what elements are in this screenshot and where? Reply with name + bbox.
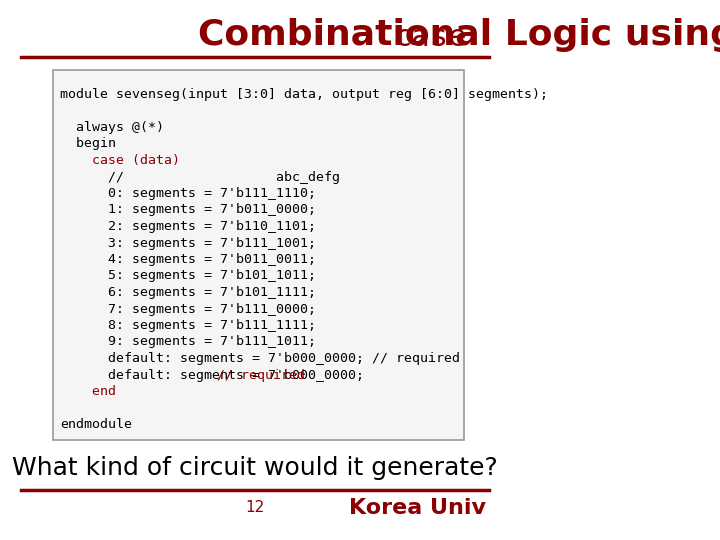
Text: 4: segments = 7'b011_0011;: 4: segments = 7'b011_0011; [60,253,316,266]
Text: default: segments = 7'b000_0000;: default: segments = 7'b000_0000; [60,368,372,381]
Text: Combinational Logic using: Combinational Logic using [199,18,720,52]
Text: 2: segments = 7'b110_1101;: 2: segments = 7'b110_1101; [60,220,316,233]
Text: 1: segments = 7'b011_0000;: 1: segments = 7'b011_0000; [60,204,316,217]
Text: 12: 12 [246,501,265,516]
Text: 9: segments = 7'b111_1011;: 9: segments = 7'b111_1011; [60,335,316,348]
FancyBboxPatch shape [53,70,464,440]
Text: default: segments = 7'b000_0000; // required: default: segments = 7'b000_0000; // requ… [60,352,460,365]
Text: begin: begin [60,138,116,151]
Text: case (data): case (data) [60,154,180,167]
Text: case: case [392,23,467,51]
Text: 3: segments = 7'b111_1001;: 3: segments = 7'b111_1001; [60,237,316,249]
Text: 0: segments = 7'b111_1110;: 0: segments = 7'b111_1110; [60,187,316,200]
Text: endmodule: endmodule [60,418,132,431]
Text: Korea Univ: Korea Univ [348,498,485,518]
Text: //                   abc_defg: // abc_defg [60,171,341,184]
Text: 6: segments = 7'b101_1111;: 6: segments = 7'b101_1111; [60,286,316,299]
Text: What kind of circuit would it generate?: What kind of circuit would it generate? [12,456,498,480]
Text: 5: segments = 7'b101_1011;: 5: segments = 7'b101_1011; [60,269,316,282]
Text: 7: segments = 7'b111_0000;: 7: segments = 7'b111_0000; [60,302,316,315]
Text: 8: segments = 7'b111_1111;: 8: segments = 7'b111_1111; [60,319,316,332]
Text: // required: // required [217,368,305,381]
Text: module sevenseg(input [3:0] data, output reg [6:0] segments);: module sevenseg(input [3:0] data, output… [60,88,548,101]
Text: always @(*): always @(*) [60,121,164,134]
Text: end: end [60,385,116,398]
